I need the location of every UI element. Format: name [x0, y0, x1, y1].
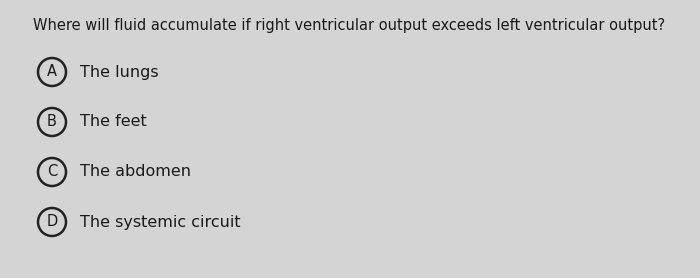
Text: The feet: The feet: [80, 115, 147, 130]
Text: D: D: [46, 215, 57, 230]
Ellipse shape: [38, 108, 66, 136]
Ellipse shape: [38, 58, 66, 86]
Text: A: A: [47, 64, 57, 80]
Ellipse shape: [38, 208, 66, 236]
Text: The systemic circuit: The systemic circuit: [80, 215, 241, 230]
Text: The abdomen: The abdomen: [80, 165, 191, 180]
Text: Where will fluid accumulate if right ventricular output exceeds left ventricular: Where will fluid accumulate if right ven…: [33, 18, 665, 33]
Text: B: B: [47, 115, 57, 130]
Text: C: C: [47, 165, 57, 180]
Ellipse shape: [38, 158, 66, 186]
Text: The lungs: The lungs: [80, 64, 159, 80]
